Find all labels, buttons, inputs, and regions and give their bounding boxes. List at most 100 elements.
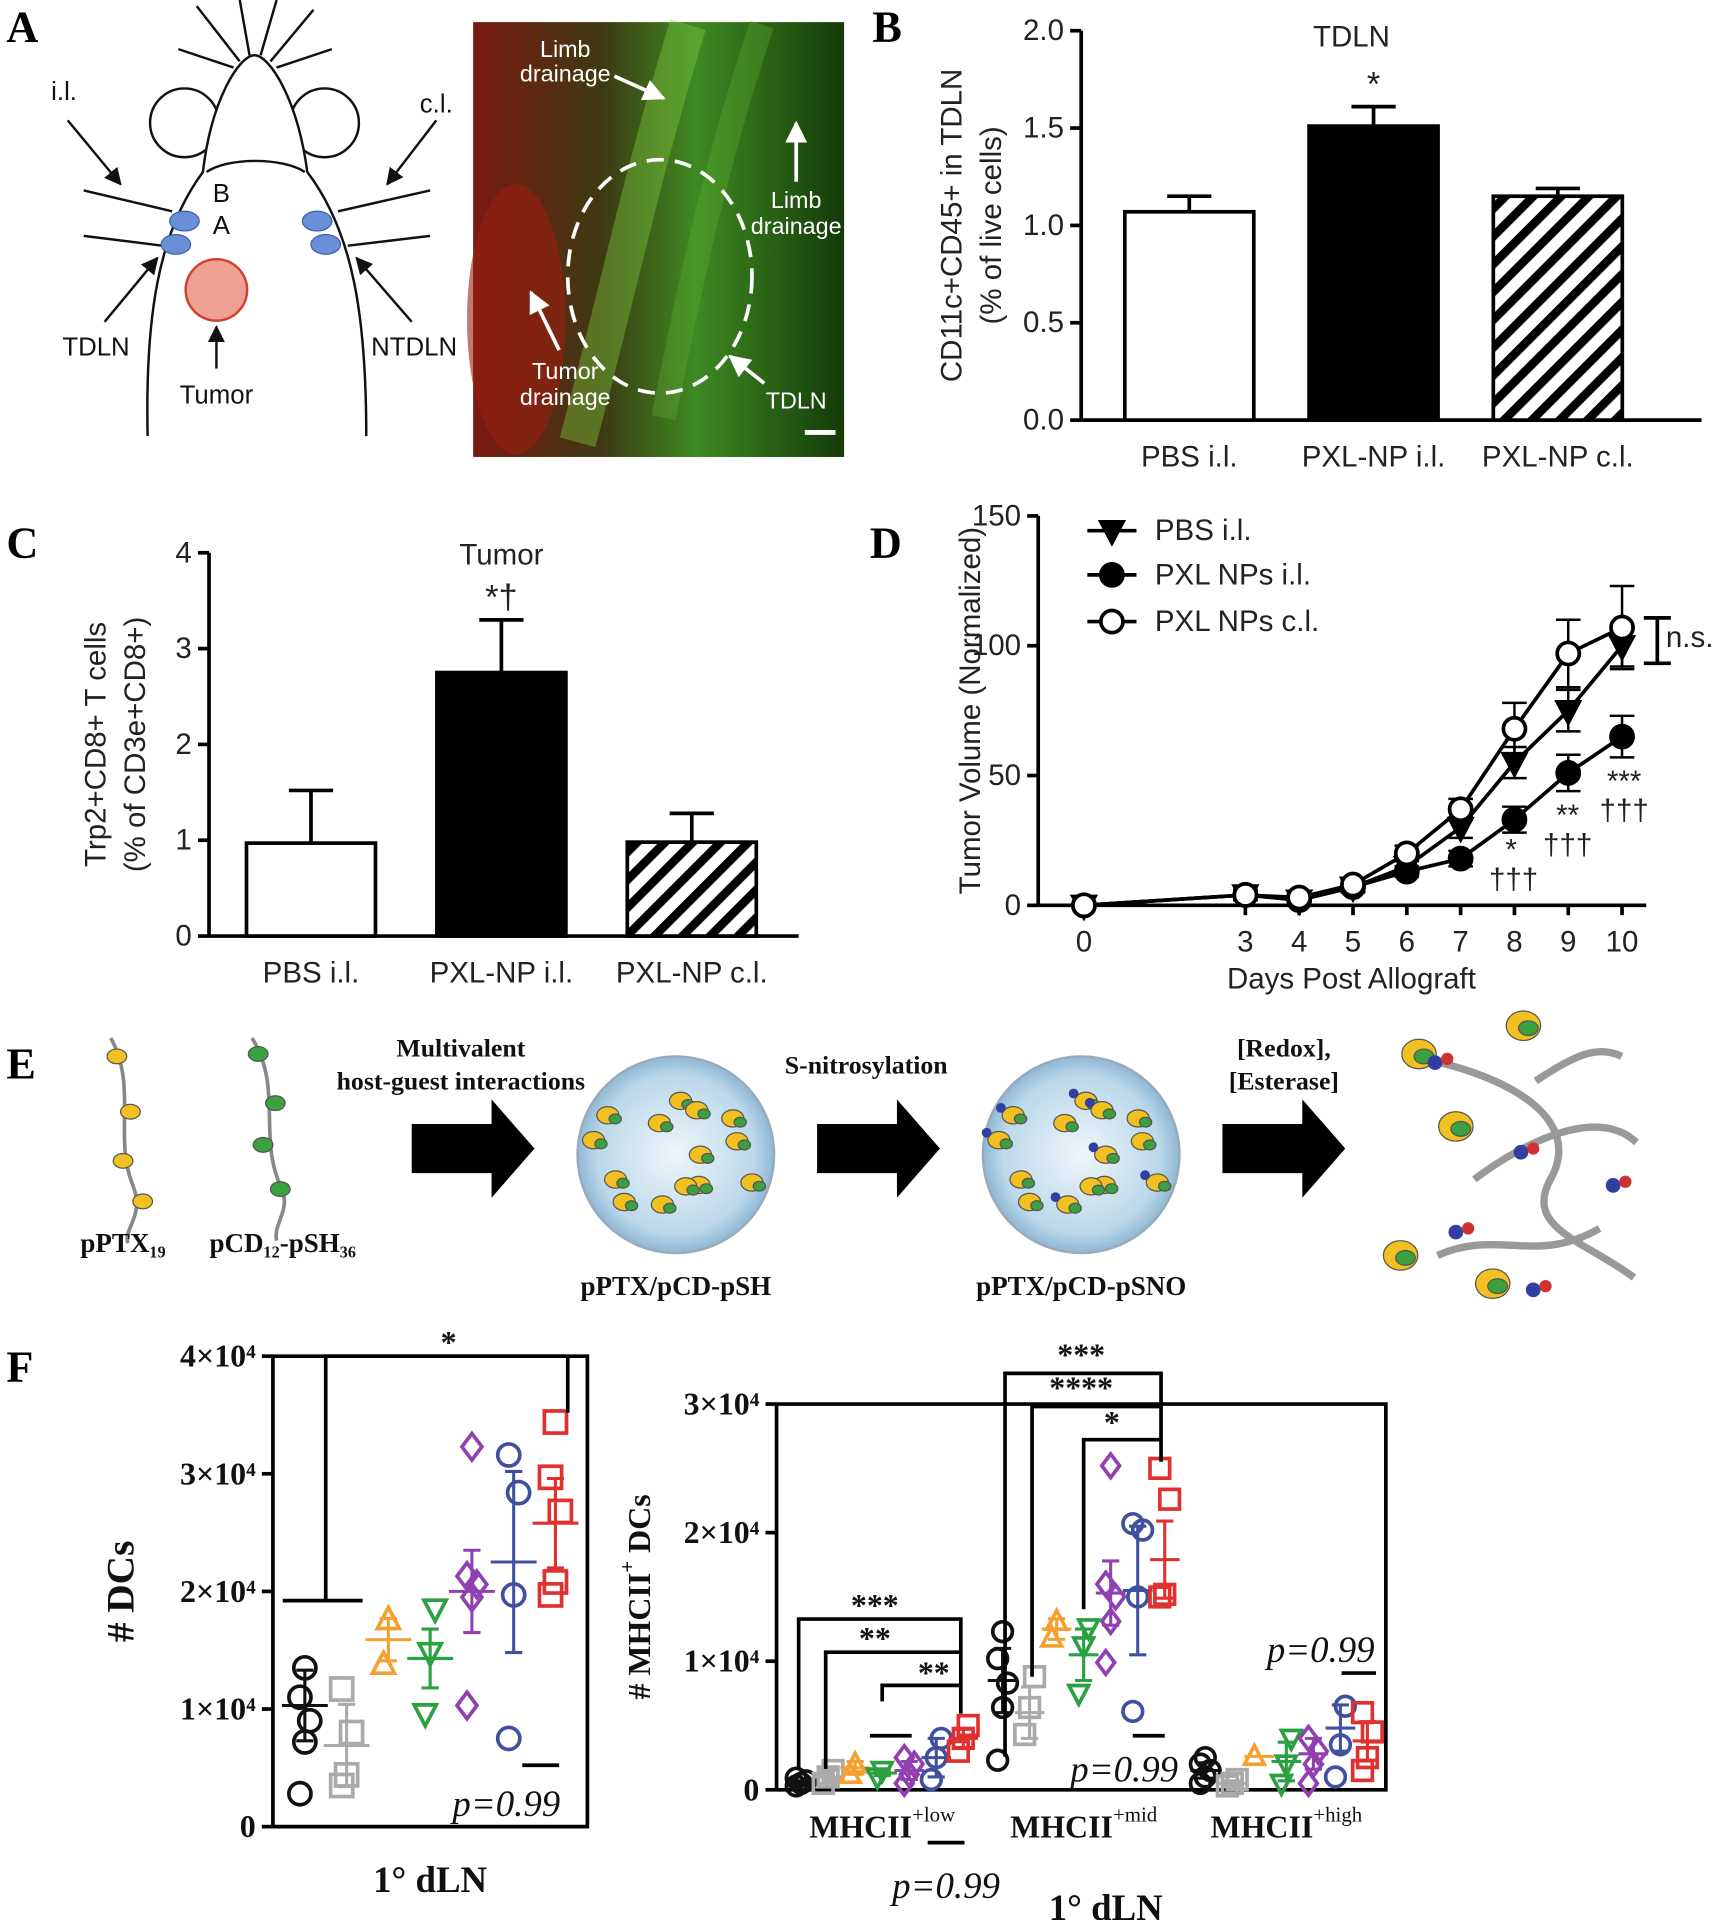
blob [1021,1177,1036,1189]
category-main: MHCII [809,1809,912,1844]
blob [737,1139,752,1151]
point [1121,1511,1145,1536]
dot [1619,1175,1632,1188]
annotation: * [1104,1405,1120,1440]
annotation: p=0.99 [449,1783,560,1824]
category-sup: +low [912,1803,955,1827]
panel-label: C [6,518,38,567]
point [1323,1765,1348,1789]
dot [1427,1055,1443,1070]
point [946,1739,971,1763]
blob [1487,1278,1509,1295]
sd-bar [1075,1627,1093,1683]
photo-label: drainage [751,213,842,239]
dot [995,1102,1006,1113]
photo-label: Limb [771,187,822,213]
y-axis-label: # DCs [99,1541,143,1643]
blob [999,1138,1014,1150]
bar [244,841,378,938]
point [1094,1647,1117,1678]
point [1232,882,1259,908]
dot [1513,1144,1529,1160]
bracket [1643,616,1671,666]
point [985,1748,1010,1772]
y-axis-label: (% of CD3e+CD8+) [119,617,152,873]
annotation: ††† [1600,794,1649,827]
blob [752,1180,767,1192]
sd-bar [379,1616,397,1663]
point [537,1582,564,1608]
annotation: ** [918,1656,950,1691]
point [1278,1728,1305,1754]
dot [981,1127,992,1138]
annotation: *† [485,579,518,617]
point [369,1648,398,1676]
point [1609,723,1635,750]
diagram-label: NTDLN [371,334,457,362]
x-tick-label: MHCII+mid [1010,1803,1158,1845]
blob [1450,1120,1472,1137]
annotation: ††† [1489,863,1538,896]
bracket [796,1617,963,1769]
category-main: MHCII [1210,1809,1313,1844]
y-tick-label: 1×10⁴ [684,1644,760,1679]
y-tick-label: 2×10⁴ [180,1574,256,1609]
bracket [1081,1437,1162,1610]
bar [1307,124,1440,422]
blob [660,1121,674,1133]
sd-bar [421,1627,439,1690]
sd-bar [1196,1761,1214,1780]
blob [1013,1113,1028,1125]
sd-bar [819,1768,837,1785]
y-tick-label: 4×10⁴ [180,1339,256,1374]
bracket [282,1354,570,1603]
y-tick-label: 0.0 [1023,404,1064,437]
mouse-diagram: i.l. c.l. B A TDLN NTDLN Tumor [51,0,457,437]
y-tick-label: 50 [988,759,1021,792]
blob [269,1181,291,1198]
x-tick-label: 8 [1506,926,1522,959]
x-tick-label: PXL-NP c.l. [616,956,768,989]
step-label: host-guest interactions [337,1066,586,1095]
sd-bar [1156,1519,1174,1600]
annotation: p=0.99 [889,1865,1000,1906]
blob [663,1202,677,1214]
blob [106,1048,128,1065]
point [454,1559,480,1593]
x-tick-label: 9 [1560,926,1576,959]
sd-bar [1331,1703,1349,1753]
legend-label: PXL NPs c.l. [1155,605,1319,638]
point [784,1766,808,1790]
point [459,1430,485,1464]
x-tick-label: PBS i.l. [263,956,360,989]
legend-label: PBS i.l. [1155,514,1252,547]
sd-bar [792,1779,810,1788]
bar [1122,209,1256,422]
point [542,1569,569,1595]
dot [1539,1280,1552,1293]
bracket [823,1650,961,1769]
bar [625,840,759,938]
dot [1140,1170,1150,1181]
dot [1605,1178,1621,1193]
y-tick-label: 100 [972,629,1021,662]
point [1447,845,1474,872]
point [1393,840,1420,867]
panel-label: D [870,518,902,567]
sd-bar [846,1759,864,1776]
blob [1102,1108,1117,1120]
y-axis-label-part: # MHCII [621,1573,656,1700]
point [995,1671,1020,1695]
annotation: * [1505,834,1516,867]
point [1350,1758,1375,1783]
legend-label: PXL NPs i.l. [1155,558,1311,591]
blob [697,1108,711,1120]
point [990,1619,1015,1644]
scheme: Multivalent host-guest interactions S-ni… [80,1010,1639,1301]
sd-bar [873,1768,891,1778]
sd-bar [954,1727,972,1749]
dot [1462,1222,1475,1235]
step-label: [Redox], [1237,1033,1331,1062]
annotation: * [1367,66,1380,104]
